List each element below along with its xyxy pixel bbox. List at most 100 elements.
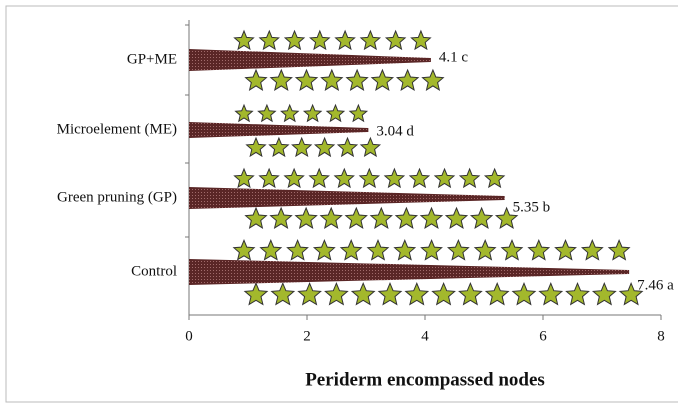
leaf <box>308 167 330 189</box>
leaf <box>302 103 323 123</box>
leaf <box>419 206 444 229</box>
value-label: 7.46 a <box>637 277 674 293</box>
leaf <box>538 281 564 306</box>
leaf <box>483 167 506 189</box>
leaf <box>580 239 604 261</box>
leaf <box>473 239 497 261</box>
leaf <box>359 136 382 158</box>
value-label: 3.04 d <box>376 123 414 139</box>
leaf <box>234 103 254 123</box>
leaf <box>358 167 381 189</box>
leaf <box>233 29 255 51</box>
branch-leaves <box>234 103 382 158</box>
leaf <box>245 136 267 158</box>
branch-leaves <box>232 238 644 306</box>
leaf <box>394 206 419 229</box>
x-tick-label: 4 <box>421 328 429 344</box>
value-label: 5.35 b <box>513 199 551 215</box>
leaf <box>270 282 296 306</box>
leaf <box>334 29 356 51</box>
leaf <box>324 282 349 306</box>
bar <box>189 49 431 71</box>
leaf <box>344 206 368 229</box>
leaf <box>348 103 369 123</box>
y-tick-label: GP+ME <box>127 51 177 67</box>
leaf <box>268 136 290 158</box>
leaf <box>294 68 319 91</box>
leaf <box>554 239 577 261</box>
y-tick-label: Control <box>131 263 177 279</box>
leaf <box>280 103 300 123</box>
x-axis-title: Periderm encompassed nodes <box>305 369 545 390</box>
leaf <box>444 206 469 229</box>
leaf <box>395 68 420 91</box>
leaf <box>359 29 382 51</box>
leaf <box>527 239 551 261</box>
leaf <box>283 29 306 51</box>
leaf <box>421 68 445 91</box>
leaf <box>404 282 430 306</box>
leaf <box>469 206 494 229</box>
leaf <box>345 68 369 91</box>
leaf <box>269 68 293 91</box>
leaf <box>458 167 481 189</box>
value-label: 4.1 c <box>439 49 469 65</box>
leaf <box>350 282 376 306</box>
leaf <box>458 282 483 306</box>
leaf <box>232 238 256 261</box>
leaf <box>325 103 346 123</box>
leaf <box>565 281 590 306</box>
leaf <box>446 239 470 261</box>
leaf <box>420 239 443 261</box>
leaf <box>607 239 631 261</box>
leaf <box>333 167 355 189</box>
leaf <box>258 29 280 51</box>
leaf <box>410 29 432 51</box>
leaf <box>286 238 309 261</box>
leaf <box>233 167 255 189</box>
leaf <box>433 167 456 189</box>
y-tick-label: Green pruning (GP) <box>57 189 177 205</box>
leaf <box>370 68 395 91</box>
bar <box>189 122 369 138</box>
leaf <box>383 167 406 189</box>
leaf <box>283 167 305 189</box>
leaf <box>309 29 331 51</box>
branch-leaves <box>233 167 519 229</box>
leaf <box>494 206 519 229</box>
leaf <box>484 282 510 306</box>
leaf <box>312 238 336 261</box>
leaf <box>320 68 344 91</box>
x-tick-label: 8 <box>657 328 665 344</box>
leaf <box>259 238 283 261</box>
leaf <box>591 281 617 306</box>
branch-leaves <box>233 29 445 91</box>
bar <box>189 259 630 285</box>
leaf <box>393 239 417 261</box>
leaf <box>294 206 318 229</box>
leaf <box>339 238 363 261</box>
leaf <box>431 282 456 306</box>
leaf <box>500 239 524 261</box>
leaf <box>618 281 644 306</box>
x-tick-label: 6 <box>539 328 547 344</box>
leaf <box>244 68 268 91</box>
leaf <box>336 136 359 158</box>
leaf <box>369 206 393 229</box>
y-tick-label: Microelement (ME) <box>57 121 177 137</box>
leaf <box>244 206 268 229</box>
bar <box>189 187 505 209</box>
x-tick-label: 0 <box>185 328 193 344</box>
leaf <box>408 167 431 189</box>
leaf <box>511 281 537 306</box>
leaf <box>313 136 336 158</box>
leaf <box>291 136 313 158</box>
leaf <box>269 206 293 229</box>
leaf <box>297 282 322 306</box>
leaf <box>366 238 390 261</box>
leaf <box>319 206 343 229</box>
leaf <box>377 282 403 306</box>
leaf <box>384 29 407 51</box>
